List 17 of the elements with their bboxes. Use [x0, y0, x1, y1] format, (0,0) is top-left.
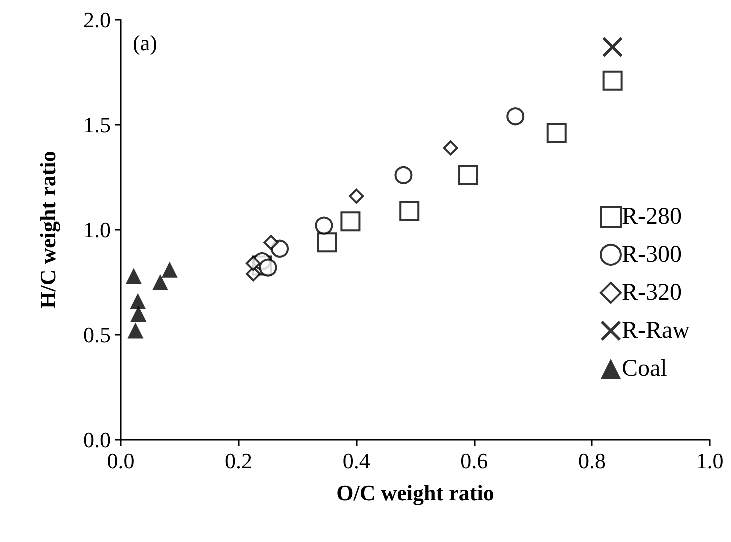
- x-tick-label: 0.2: [225, 448, 253, 474]
- y-tick-label: 0.5: [84, 322, 111, 348]
- y-axis-title: H/C weight ratio: [36, 151, 60, 309]
- x-tick-label: 0.8: [578, 448, 606, 474]
- x-tick-label: 0.6: [460, 448, 488, 474]
- x-tick-label: 1.0: [696, 448, 724, 474]
- y-tick-label: 1.5: [84, 112, 111, 138]
- legend-label: R-Raw: [622, 318, 691, 344]
- x-tick-label: 0.4: [342, 448, 370, 474]
- legend-label: R-320: [622, 280, 682, 306]
- y-tick-label: 2.0: [84, 8, 111, 32]
- legend-label: R-300: [622, 242, 682, 268]
- annotation: (a): [133, 30, 158, 56]
- x-axis-title: O/C weight ratio: [336, 480, 494, 506]
- y-tick-label: 1.0: [84, 218, 111, 242]
- legend-label: Coal: [622, 356, 668, 382]
- legend-label: R-280: [622, 204, 682, 230]
